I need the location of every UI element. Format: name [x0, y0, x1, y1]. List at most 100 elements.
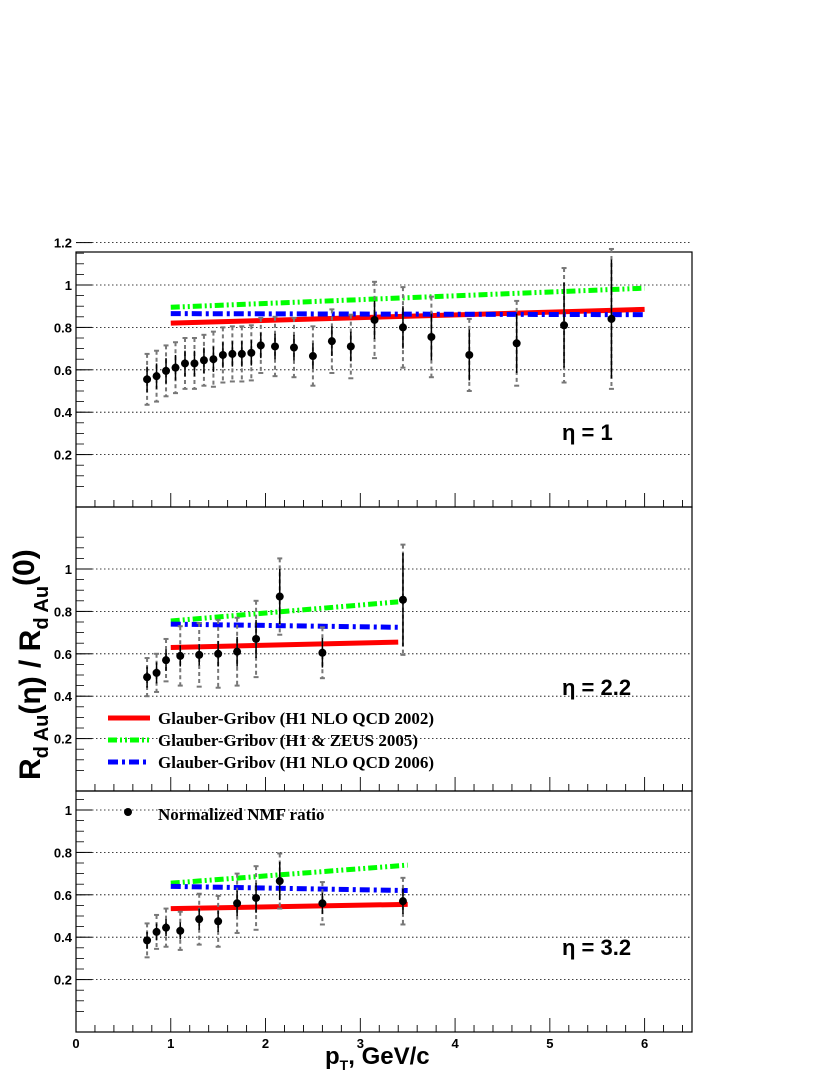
- data-marker: [214, 649, 223, 658]
- data-point: [143, 352, 152, 406]
- data-marker: [180, 359, 189, 368]
- data-marker: [195, 915, 204, 924]
- data-point: [152, 913, 161, 950]
- legend-entry-nmf: Normalized NMF ratio: [158, 805, 324, 824]
- data-marker: [162, 923, 171, 932]
- data-marker: [214, 917, 223, 926]
- data-point: [233, 616, 242, 687]
- data-point: [190, 337, 199, 390]
- data-marker: [370, 315, 379, 324]
- eta-annotation: η = 3.2: [562, 935, 631, 960]
- data-marker: [607, 314, 616, 323]
- series-line-2: [170, 285, 645, 310]
- data-point: [370, 280, 379, 360]
- data-point: [327, 308, 336, 374]
- data-marker: [176, 651, 185, 660]
- panel-1: 0.2 0.4 0.6 0.8 1 1.2 η = 1: [54, 236, 693, 508]
- y-tick-label: 1.2: [54, 236, 72, 251]
- data-point: [152, 652, 161, 693]
- x-tick-label: 4: [451, 1036, 459, 1051]
- data-point: [247, 324, 256, 382]
- data-point: [398, 286, 407, 369]
- data-point: [218, 326, 227, 384]
- data-point: [252, 599, 261, 679]
- data-marker: [162, 366, 171, 375]
- data-point: [152, 349, 161, 403]
- y-tick-label: 0.8: [54, 320, 72, 335]
- data-point: [180, 337, 189, 390]
- data-marker: [398, 897, 407, 906]
- y-tick-label: 0.6: [54, 888, 72, 903]
- data-marker: [143, 673, 152, 682]
- data-marker: [199, 356, 208, 365]
- data-marker: [327, 337, 336, 346]
- data-marker: [308, 352, 317, 361]
- data-point: [228, 325, 237, 383]
- data-marker: [398, 323, 407, 332]
- panel-2: 0.2 0.4 0.6 0.8 1 η = 2.2: [54, 506, 693, 792]
- x-tick-label: 6: [641, 1036, 648, 1051]
- panel-3: 0.2 0.4 0.6 0.8 1 0 1 2 3 4 5 6 η = 3.2: [54, 790, 693, 1051]
- data-point: [252, 865, 261, 931]
- legend-entry-2005: Glauber-Gribov (H1 & ZEUS 2005): [158, 731, 418, 750]
- y-axis-title: Rd Au(η) / Rd Au(0): [8, 549, 53, 780]
- y-tick-label: 1: [65, 803, 72, 818]
- data-marker: [228, 349, 237, 358]
- x-tick-label: 1: [167, 1036, 174, 1051]
- data-marker: [289, 343, 298, 352]
- data-marker: [237, 349, 246, 358]
- data-marker: [398, 595, 407, 604]
- y-tick-label: 1: [65, 278, 72, 293]
- y-tick-label: 0.8: [54, 604, 72, 619]
- data-point: [465, 317, 474, 392]
- data-point: [162, 907, 171, 948]
- data-point: [427, 295, 436, 379]
- data-marker: [252, 634, 261, 643]
- data-marker: [512, 339, 521, 348]
- data-point: [398, 876, 407, 926]
- legend-entry-2006: Glauber-Gribov (H1 NLO QCD 2006): [158, 753, 434, 772]
- legend-entry-2002: Glauber-Gribov (H1 NLO QCD 2002): [158, 709, 434, 728]
- series-line-3: [170, 883, 408, 894]
- data-point: [214, 618, 223, 689]
- data-marker: [318, 648, 327, 657]
- series-line-3: [170, 621, 399, 630]
- y-tick-label: 0.2: [54, 448, 72, 463]
- data-marker: [247, 348, 256, 357]
- data-marker: [143, 936, 152, 945]
- data-marker: [346, 342, 355, 351]
- data-point: [308, 325, 317, 387]
- data-point: [607, 247, 616, 390]
- data-marker: [152, 668, 161, 677]
- data-marker: [560, 321, 569, 330]
- data-marker: [152, 372, 161, 381]
- data-point: [214, 894, 223, 948]
- data-point: [346, 313, 355, 380]
- data-marker: [427, 332, 436, 341]
- series-line-1: [170, 901, 408, 912]
- data-point: [512, 299, 521, 387]
- y-tick-label: 0.2: [54, 973, 72, 988]
- data-marker: [195, 650, 204, 659]
- data-marker: [252, 893, 261, 902]
- chart-legend: Glauber-Gribov (H1 NLO QCD 2002) Glauber…: [108, 709, 434, 824]
- data-point: [195, 622, 204, 688]
- x-tick-label: 5: [546, 1036, 553, 1051]
- data-marker: [190, 359, 199, 368]
- y-tick-label: 0.6: [54, 647, 72, 662]
- panel-frame: [75, 790, 693, 1033]
- data-marker: [318, 899, 327, 908]
- data-marker: [271, 342, 280, 351]
- panel-frame: [75, 251, 693, 508]
- chart-panels: 0.2 0.4 0.6 0.8 1 1.2 η = 1 0.2 0.4 0.6 0.8 1 η = 2.…: [54, 236, 693, 1051]
- data-point: [176, 910, 185, 951]
- data-point: [318, 626, 327, 680]
- data-point: [318, 881, 327, 926]
- data-point: [171, 341, 180, 395]
- y-tick-label: 0.4: [54, 405, 73, 420]
- data-marker: [152, 927, 161, 936]
- x-tick-label: 2: [262, 1036, 269, 1051]
- y-tick-label: 0.4: [54, 689, 73, 704]
- data-marker: [465, 350, 474, 359]
- x-tick-label: 0: [72, 1036, 79, 1051]
